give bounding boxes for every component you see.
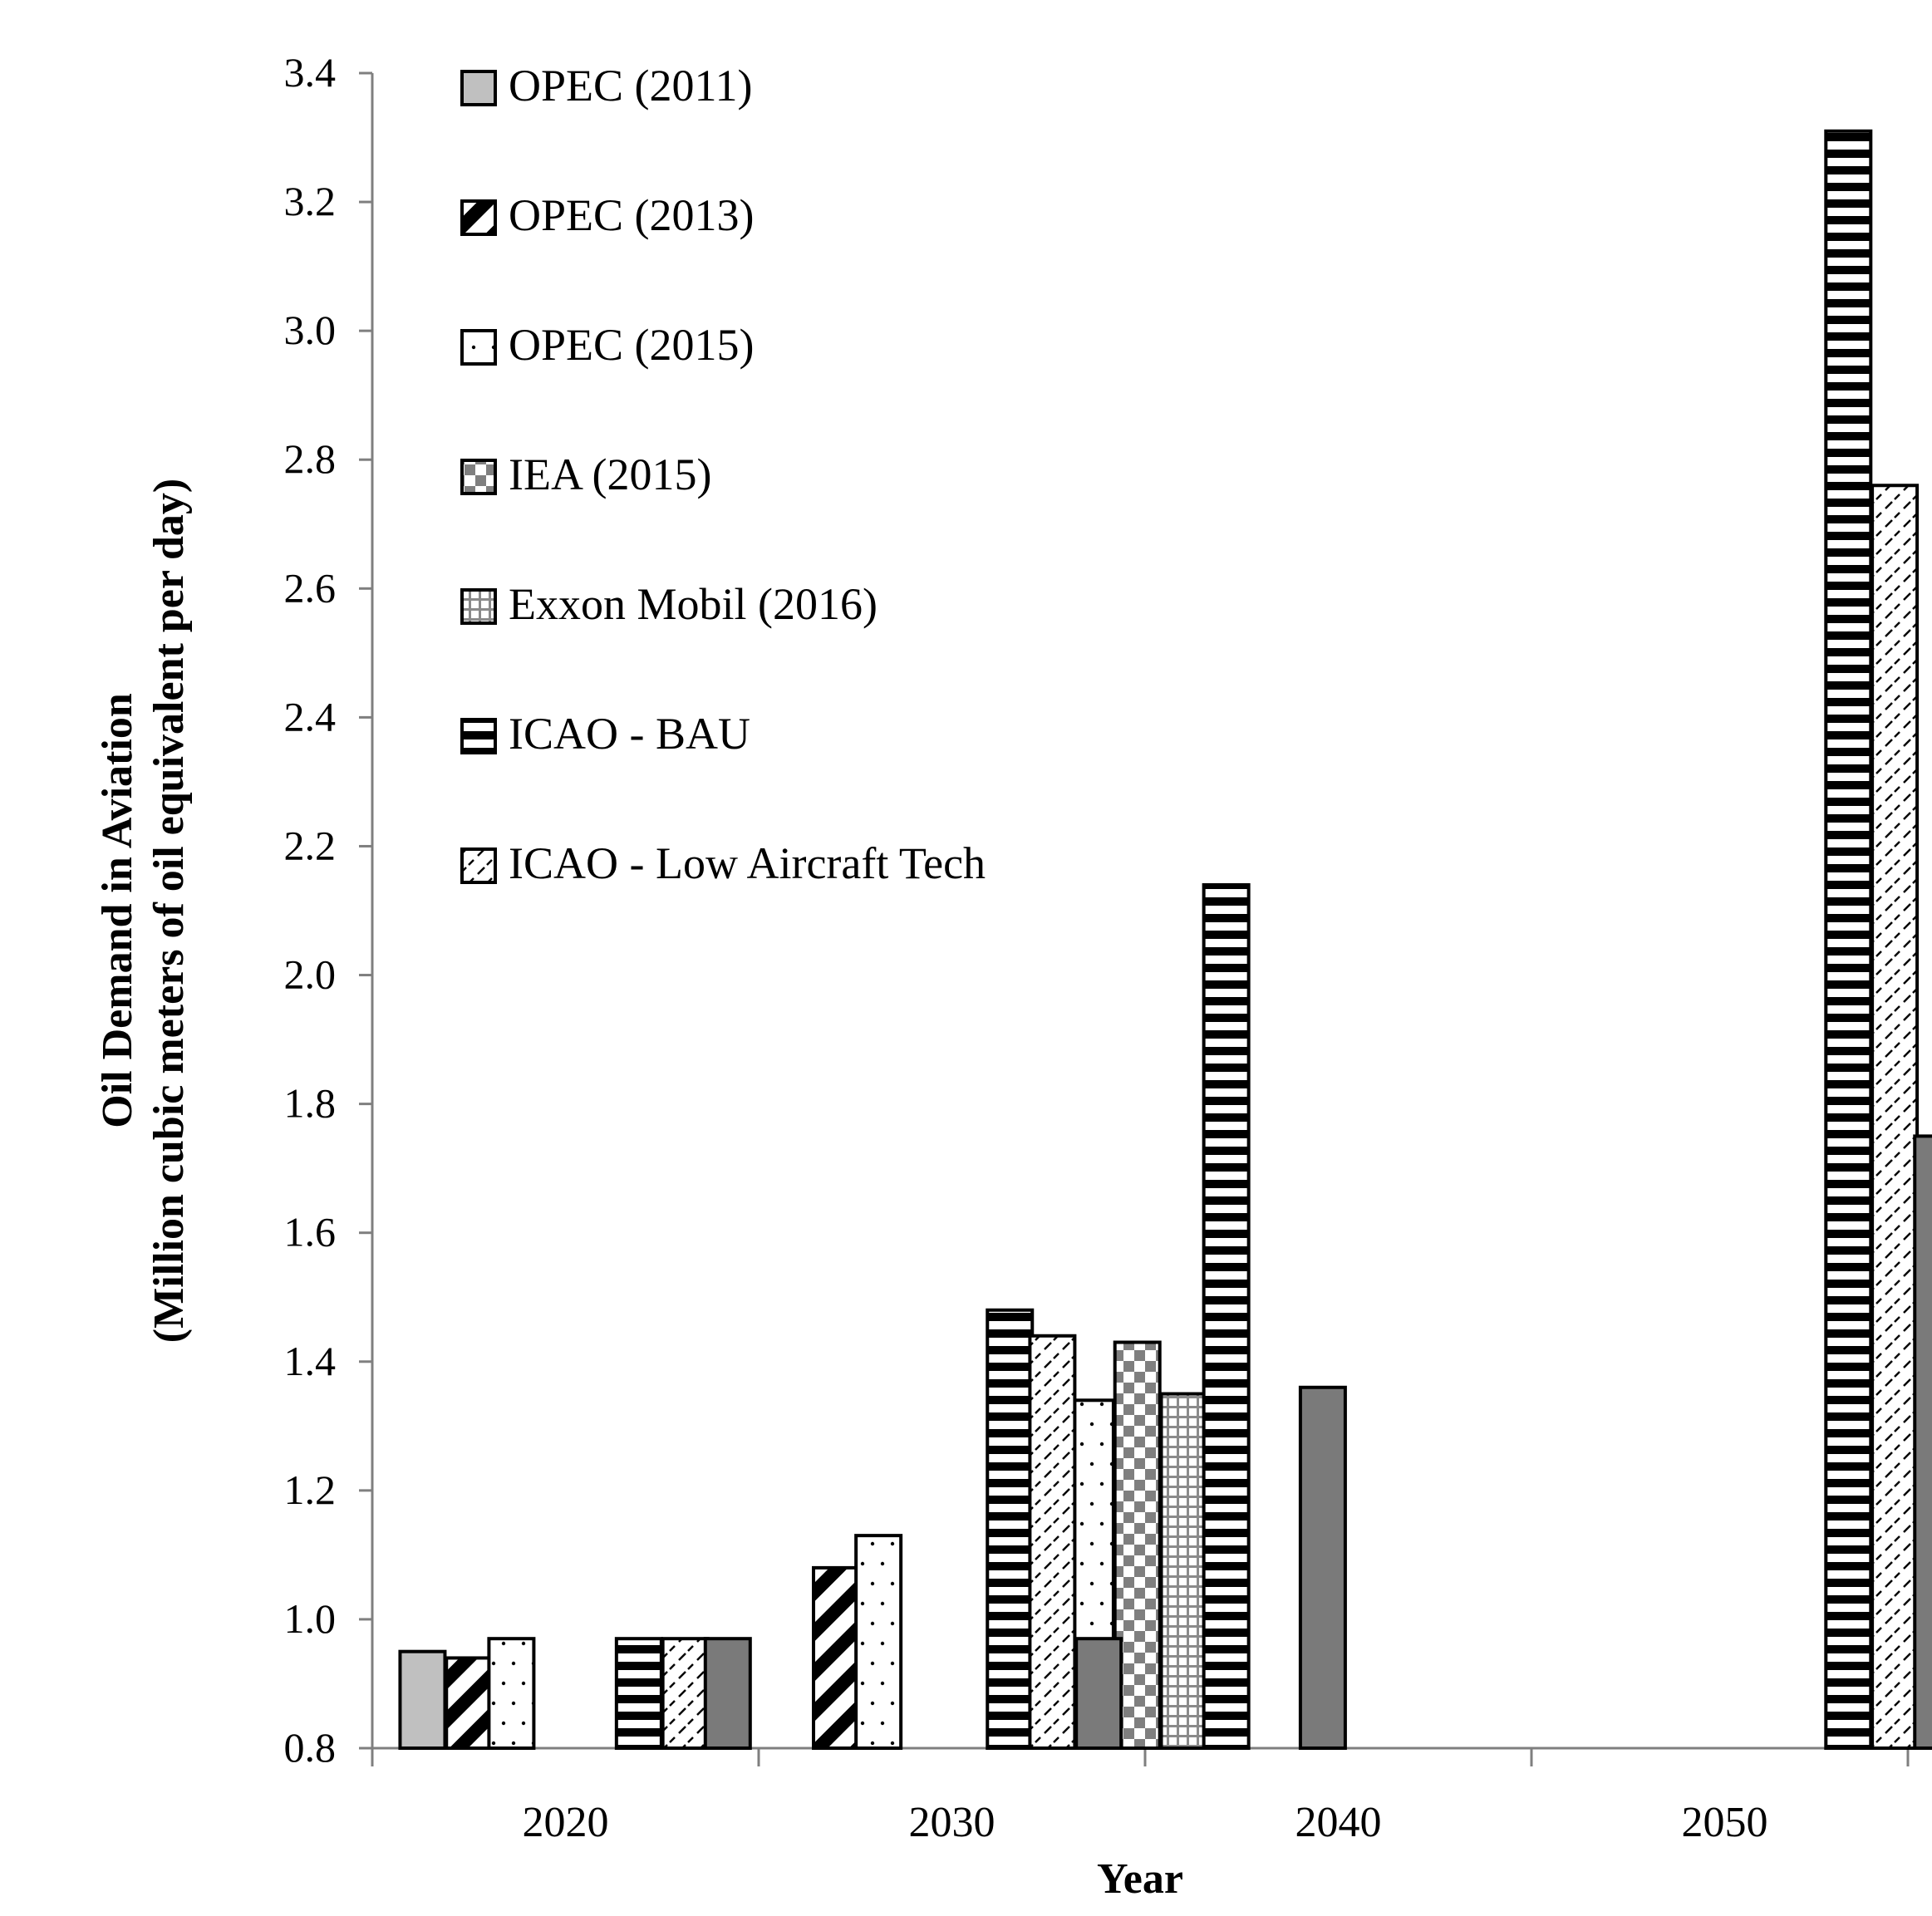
y-axis-title: Oil Demand in Aviation <box>94 693 141 1128</box>
bar-iea-2015-2035 <box>1113 1340 1162 1750</box>
bar-icao-low-aircraft-tech-2033 <box>1028 1334 1077 1751</box>
y-tick-label: 0.8 <box>284 1724 337 1771</box>
legend-swatch <box>460 847 497 884</box>
y-tick-label: 2.4 <box>284 693 337 739</box>
bar-icao-bau-2032 <box>986 1308 1035 1750</box>
x-tick-label: 2040 <box>1295 1799 1382 1846</box>
y-tick-label: 1.2 <box>284 1466 337 1513</box>
bar-icao-low-aircraft-tech-2023 <box>661 1637 710 1750</box>
legend-swatch <box>460 459 497 495</box>
bar-opec-2013-2018 <box>445 1656 494 1751</box>
y-tick-label: 1.0 <box>284 1595 337 1642</box>
y-tick-label: 3.2 <box>284 178 337 224</box>
legend-label: ICAO - BAU <box>509 709 750 759</box>
bar-opec-2013-2027 <box>812 1565 860 1751</box>
y-tick-label: 3.0 <box>284 307 337 353</box>
legend-swatch <box>460 70 497 106</box>
y-tick-label: 1.6 <box>284 1209 337 1255</box>
legend-label: OPEC (2011) <box>509 61 753 111</box>
y-axis-subtitle: (Million cubic meters of oil equivalent … <box>145 479 193 1343</box>
x-tick-label: 2050 <box>1682 1799 1768 1846</box>
y-tick-label: 2.8 <box>284 435 337 482</box>
legend-label: IEA (2015) <box>509 450 711 499</box>
legend-label: OPEC (2013) <box>509 190 755 240</box>
bar-opec-2015-2019 <box>487 1637 536 1750</box>
legend-swatch <box>460 329 497 366</box>
legend-swatch <box>460 199 497 236</box>
y-tick-label: 3.4 <box>284 49 337 96</box>
axes: 0.8 1.0 1.2 1.4 1.6 1.8 2.0 2.2 2.4 2.6 2.8 3.0 3.2 3… <box>284 49 1910 1846</box>
y-tick-label: 2.0 <box>284 951 337 998</box>
bar-icao-bau-2053 <box>1824 129 1873 1750</box>
x-tick-label: 2020 <box>523 1799 609 1846</box>
y-tick-label: 1.8 <box>284 1080 337 1127</box>
bars <box>398 129 1932 1751</box>
legend-swatch <box>460 588 497 625</box>
bar-icao-bau-2037 <box>1202 882 1251 1750</box>
bar-unnamed-series-2040 <box>1298 1385 1347 1751</box>
bar-unnamed-series-2056 <box>1913 1134 1932 1750</box>
y-tick-label: 1.4 <box>284 1338 337 1384</box>
legend: OPEC (2011) OPEC (2013) OPEC (2015) IEA (20… <box>460 61 986 888</box>
bar-unnamed-series-2034 <box>1074 1637 1123 1750</box>
bar-icao-low-aircraft-tech-2054 <box>1871 484 1920 1751</box>
x-ticks: 2020 2030 2040 2050 <box>371 1748 1910 1846</box>
legend-label: Exxon Mobil (2016) <box>509 579 878 629</box>
legend-label: ICAO - Low Aircraft Tech <box>509 838 986 888</box>
bar-icao-bau-2022 <box>614 1637 663 1750</box>
y-tick-label: 2.2 <box>284 822 337 868</box>
bar-opec-2015-2028 <box>854 1534 903 1750</box>
legend-label: OPEC (2015) <box>509 320 755 370</box>
bar-unnamed-series-2024 <box>703 1637 752 1750</box>
bar-opec-2011-2016 <box>398 1649 447 1750</box>
legend-swatch <box>460 718 497 754</box>
x-tick-label: 2030 <box>909 1799 995 1846</box>
y-ticks: 0.8 1.0 1.2 1.4 1.6 1.8 2.0 2.2 2.4 2.6 2.8 3.0 3.2 3… <box>284 49 372 1771</box>
bar-exxon-mobil-2016-2036 <box>1159 1392 1208 1750</box>
y-tick-label: 2.6 <box>284 564 337 611</box>
x-axis-title: Year <box>1097 1855 1183 1903</box>
